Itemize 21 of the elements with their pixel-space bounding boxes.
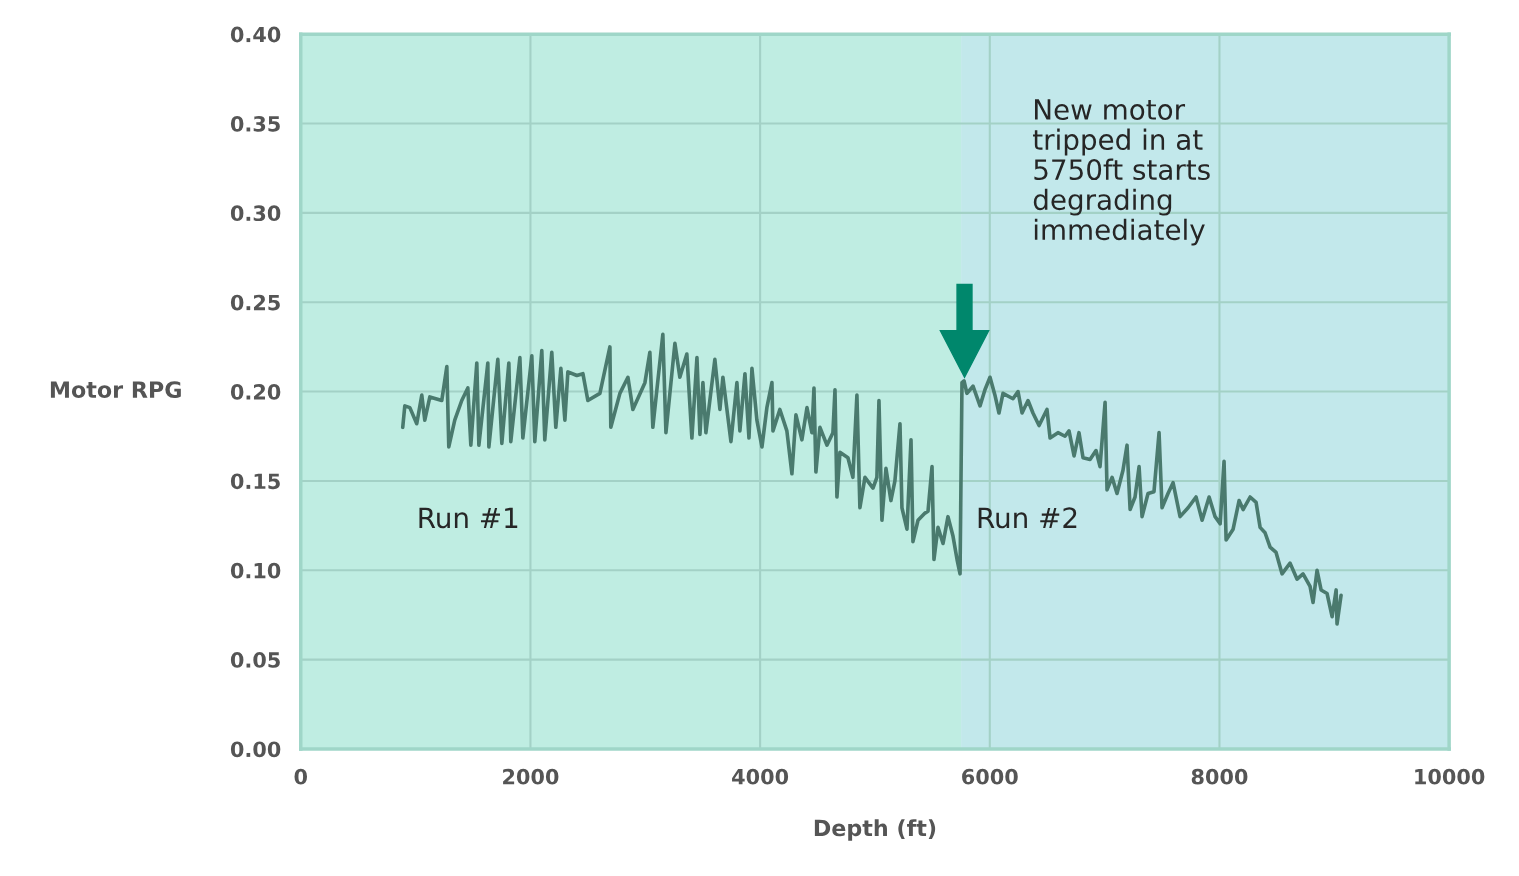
y-tick-label: 0.00 [230, 741, 281, 758]
x-tick-label: 4000 [732, 768, 789, 785]
x-tick-label: 2000 [503, 768, 559, 785]
y-tick-label: 0.10 [230, 562, 281, 579]
y-tick-label: 0.15 [230, 473, 280, 490]
line-series [400, 332, 1343, 626]
y-tick-label: 0.05 [230, 652, 280, 668]
annotation: Run #1 [419, 507, 518, 529]
x-tick-label: 8000 [1191, 768, 1248, 785]
annotation: Run #2 [978, 507, 1077, 529]
y-axis-title: Motor RPG [50, 381, 181, 399]
y-tick-label: 0.30 [230, 205, 281, 222]
y-tick-label: 0.35 [230, 115, 280, 132]
x-tick-label: 10000 [1415, 768, 1485, 785]
y-tick-label: 0.20 [230, 384, 281, 400]
y-tick-label: 0.40 [230, 26, 281, 43]
y-tick-label: 0.25 [230, 294, 280, 311]
x-tick-label: 0 [294, 768, 308, 785]
x-axis-title: Depth (ft) [814, 819, 936, 841]
annotation: New motor tripped in at 5750ft starts degrading immediately [1033, 99, 1210, 246]
x-tick-label: 6000 [962, 768, 1018, 785]
